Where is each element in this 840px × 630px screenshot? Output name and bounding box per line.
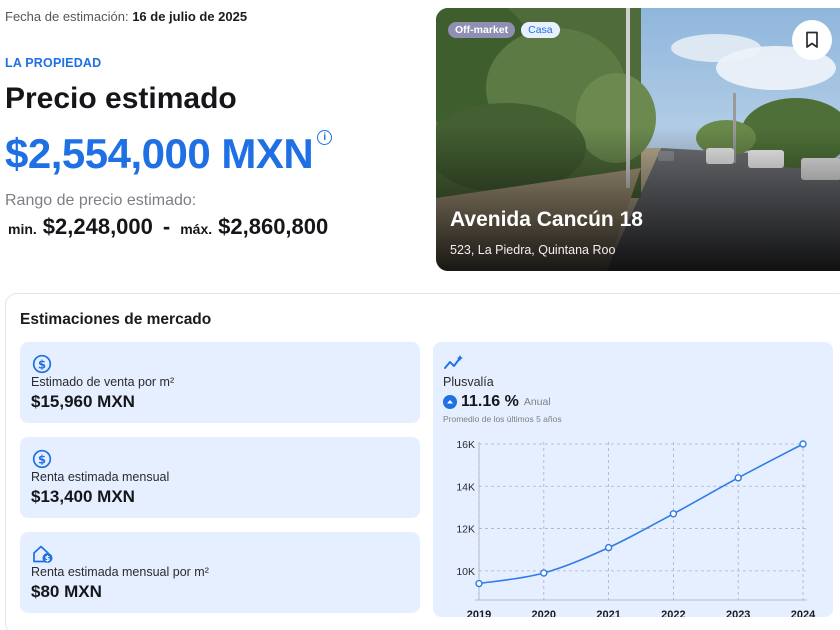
dollar-icon: $: [32, 449, 52, 469]
photo-badges: Off-market Casa: [448, 22, 560, 38]
street-photo-illustration: [436, 8, 840, 271]
chart-y-tick-label: 12K: [456, 524, 475, 536]
chart-y-tick-label: 14K: [456, 481, 475, 493]
plusvalia-card: Plusvalía 11.16 % Anual Promedio de los …: [433, 342, 833, 617]
trend-sparkle-icon: [444, 355, 463, 369]
svg-text:$: $: [38, 357, 46, 371]
bookmark-icon: [806, 31, 818, 48]
chart-x-tick-label: 2020: [532, 609, 556, 617]
chart-y-tick-label: 10K: [456, 566, 475, 578]
badge-casa: Casa: [521, 22, 560, 38]
price-block: $2,554,000 MXN i: [5, 130, 333, 178]
price-range-label: Rango de precio estimado:: [5, 192, 197, 209]
monthly-rent-card: $ Renta estimada mensual $13,400 MXN: [20, 437, 420, 518]
bookmark-button[interactable]: [792, 20, 832, 60]
monthly-rent-per-m2-card: $ Renta estimada mensual por m² $80 MXN: [20, 532, 420, 613]
chart-x-tick-label: 2023: [726, 609, 750, 617]
max-label: máx.: [180, 221, 213, 237]
min-label: min.: [8, 221, 37, 237]
chart-data-point: [475, 579, 483, 588]
chart-x-tick-label: 2021: [596, 609, 620, 617]
estimated-price: $2,554,000 MXN: [5, 130, 314, 177]
min-value: $2,248,000: [42, 214, 153, 239]
house-dollar-icon: $: [33, 545, 53, 563]
chart-data-point: [604, 543, 613, 552]
badge-off-market: Off-market: [448, 22, 516, 38]
chart-x-tick-label: 2024: [791, 609, 816, 617]
plusvalia-rate-value: 11.16 %: [461, 393, 519, 410]
chart-series-line: [478, 443, 804, 585]
card-label: Renta estimada mensual: [31, 470, 170, 484]
card-label: Renta estimada mensual por m²: [31, 565, 209, 579]
svg-text:$: $: [38, 452, 46, 466]
plusvalia-label: Plusvalía: [443, 375, 494, 389]
property-location: 523, La Piedra, Quintana Roo: [450, 243, 616, 257]
info-icon[interactable]: i: [317, 130, 333, 145]
dollar-icon: $: [32, 354, 52, 374]
property-photo[interactable]: Off-market Casa Avenida Cancún 18 523, L…: [436, 8, 840, 271]
chart-data-point: [799, 440, 807, 448]
market-estimates-panel: Estimaciones de mercado $ Estimado de ve…: [5, 293, 840, 630]
chart-x-tick-label: 2019: [467, 609, 491, 617]
market-title: Estimaciones de mercado: [20, 311, 212, 328]
plusvalia-line-chart: 10K 12K 14K 16K 2019 2020 2021 2022 2023 2024: [456, 439, 816, 617]
max-value: $2,860,800: [218, 214, 329, 239]
plusvalia-rate-period: Anual: [523, 396, 551, 408]
estimate-date-value: 16 de julio de 2025: [132, 9, 248, 24]
arrow-up-icon: [443, 395, 457, 409]
chart-data-point: [540, 569, 548, 577]
estimate-date-label: Fecha de estimación:: [5, 9, 129, 24]
card-label: Estimado de venta por m²: [31, 375, 175, 389]
price-range: min. $2,248,000 - máx. $2,860,800: [8, 214, 328, 240]
sale-per-m2-card: $ Estimado de venta por m² $15,960 MXN: [20, 342, 420, 423]
plusvalia-rate: 11.16 % Anual: [443, 393, 551, 411]
card-value: $13,400 MXN: [31, 487, 135, 506]
chart-x-tick-label: 2022: [661, 609, 685, 617]
chart-data-point: [669, 510, 678, 518]
estimate-date: Fecha de estimación: 16 de julio de 2025: [5, 9, 247, 24]
page-title: Precio estimado: [5, 82, 237, 115]
card-value: $80 MXN: [31, 582, 102, 601]
section-kicker: LA PROPIEDAD: [5, 56, 102, 70]
chart-data-point: [734, 474, 742, 482]
plusvalia-note: Promedio de los últimos 5 años: [443, 414, 562, 424]
svg-text:$: $: [45, 554, 51, 563]
card-value: $15,960 MXN: [31, 392, 135, 411]
chart-y-tick-label: 16K: [456, 439, 475, 451]
range-separator: -: [162, 214, 171, 239]
property-address: Avenida Cancún 18: [450, 208, 643, 231]
